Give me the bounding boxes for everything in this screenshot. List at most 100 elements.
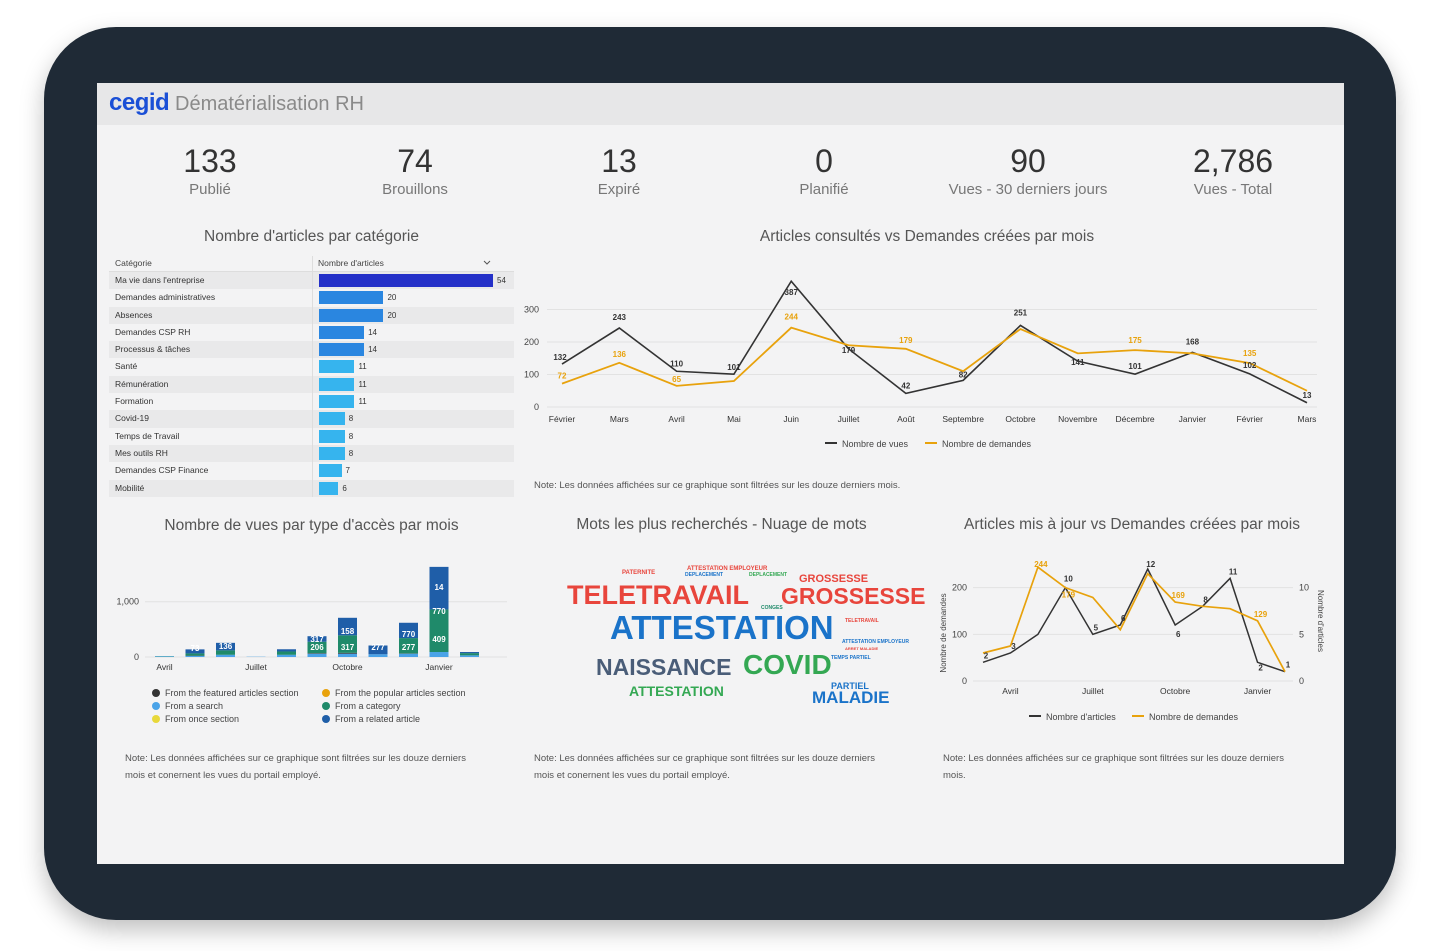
bar-segment (338, 617, 357, 636)
x-tick-label: Juillet (245, 662, 267, 672)
word[interactable]: PATERNITE (622, 570, 656, 576)
table-row[interactable]: Demandes administratives 20 (109, 289, 514, 306)
table-row[interactable]: Ma vie dans l'entreprise 54 (109, 272, 514, 290)
kpi-value: 2,786 (1192, 143, 1274, 179)
word[interactable]: ATTESTATION EMPLOYEUR (842, 639, 909, 645)
word[interactable]: PARTIEL (831, 681, 869, 691)
data-label: 11 (1229, 567, 1238, 576)
word[interactable]: ATTESTATION EMPLOYEUR (687, 566, 768, 572)
dot-swatch (152, 689, 160, 697)
bar-segment (399, 622, 418, 639)
legend-item-popular[interactable]: From the popular articles section (322, 688, 466, 698)
word[interactable]: DEPLACEMENT (685, 572, 724, 578)
table-row[interactable]: Processus & tâches 14 (109, 341, 514, 359)
table-row[interactable]: Temps de Travail 8 (109, 428, 514, 445)
data-label: 129 (1254, 610, 1268, 619)
word[interactable]: ATTESTATION (610, 609, 834, 646)
word[interactable]: GROSSESSE (781, 583, 926, 609)
chart3-note: Note: Les données affichées sur ce graph… (943, 750, 1284, 784)
word[interactable]: ATTESTATION (629, 683, 724, 699)
legend-item-once[interactable]: From once section (152, 714, 239, 724)
data-label: 5 (1094, 623, 1099, 632)
data-label: 317 (341, 643, 355, 652)
bar-segment (368, 654, 388, 657)
data-label: 101 (727, 363, 741, 372)
legend-item-demandes[interactable]: Nombre de demandes (925, 439, 1031, 449)
word[interactable]: CONGES (761, 605, 783, 611)
word[interactable]: COVID (743, 649, 832, 680)
data-label: 179 (899, 336, 913, 345)
category-value: 7 (345, 466, 350, 476)
table-row[interactable]: Demandes CSP Finance 7 (109, 462, 514, 479)
data-label: 277 (371, 643, 385, 652)
data-label: 243 (613, 313, 627, 322)
data-label: 2 (984, 651, 989, 660)
column-header-category[interactable]: Catégorie (115, 258, 152, 268)
note-line: Note: Les données affichées sur ce graph… (125, 753, 466, 764)
table-row[interactable]: Demandes CSP RH 14 (109, 324, 514, 341)
kpi-label: Publié (189, 181, 231, 198)
category-value: 11 (358, 362, 367, 372)
chevron-down-icon[interactable] (483, 260, 491, 266)
legend-label: From a related article (335, 714, 421, 724)
cegid-logo[interactable]: cegid (109, 89, 170, 116)
data-label: 3 (1011, 642, 1016, 651)
bar-segment (307, 636, 327, 642)
dot-swatch (322, 689, 330, 697)
category-name: Demandes CSP Finance (115, 465, 209, 476)
dot-swatch (152, 715, 160, 723)
legend-label: Nombre de demandes (1149, 712, 1239, 722)
line-swatch (825, 442, 837, 444)
table-row[interactable]: Mes outils RH 8 (109, 444, 514, 463)
legend-item-search[interactable]: From a search (152, 701, 223, 711)
legend-item-category[interactable]: From a category (322, 701, 401, 711)
wordcloud-title: Mots les plus recherchés - Nuage de mots (576, 516, 867, 533)
chart3-svg: Nombre de demandes Nombre d'articles01002… (939, 561, 1325, 696)
vues-line (561, 279, 1308, 404)
table-row[interactable]: Rémunération 11 (109, 375, 514, 394)
category-name: Mes outils RH (115, 447, 168, 458)
data-label: 110 (670, 359, 683, 368)
y-tick-label: 200 (524, 337, 539, 347)
legend-item-demandes[interactable]: Nombre de demandes (1132, 712, 1238, 722)
dot-swatch (152, 702, 160, 710)
table-row[interactable]: Mobilité 6 (109, 479, 514, 497)
column-header-count[interactable]: Nombre d'articles (318, 258, 384, 268)
legend-item-featured[interactable]: From the featured articles section (152, 688, 299, 698)
chart3-legend: Nombre d'articles Nombre de demandes (1029, 712, 1289, 726)
category-name: Temps de Travail (115, 430, 180, 441)
legend-item-vues[interactable]: Nombre de vues (825, 439, 908, 449)
kpi-vues-total: 2,786 Vues - Total (1131, 141, 1335, 199)
word[interactable]: ARRET MALADIE (845, 646, 879, 651)
chart2-legend: From the featured articles section From … (152, 688, 522, 728)
data-label: 770 (402, 630, 416, 639)
note-line: Note: Les données affichées sur ce graph… (943, 753, 1284, 764)
category-bar (319, 377, 355, 391)
table-row[interactable]: Covid-19 8 (109, 410, 514, 428)
legend-item-related[interactable]: From a related article (322, 714, 420, 724)
table-row[interactable]: Santé 11 (109, 358, 514, 375)
word[interactable]: TELETRAVAIL (845, 618, 879, 624)
data-label: 14 (435, 583, 444, 592)
table-row[interactable]: Absences 20 (109, 306, 514, 324)
kpi-label: Vues - Total (1193, 181, 1273, 198)
word[interactable]: NAISSANCE (596, 654, 732, 680)
word[interactable]: TELETRAVAIL (567, 580, 749, 610)
y2-axis-label: Nombre d'articles (1316, 590, 1325, 652)
bar-segment (277, 654, 296, 657)
table-row[interactable]: Formation 11 (109, 393, 514, 410)
word[interactable]: TEMPS PARTIEL (831, 655, 871, 661)
x-tick-label: Janvier (1244, 686, 1272, 696)
bar-segment (460, 655, 479, 657)
legend-item-articles[interactable]: Nombre d'articles (1029, 712, 1116, 722)
word[interactable]: DEPLACEMENT (749, 572, 788, 578)
kpi-label: Vues - 30 derniers jours (948, 181, 1108, 198)
data-label: 169 (1172, 591, 1186, 600)
word[interactable]: MALADIE (812, 688, 890, 707)
demandes-line (561, 326, 1308, 392)
word[interactable]: GROSSESSE (799, 573, 869, 585)
category-table-title: Nombre d'articles par catégorie (204, 228, 419, 245)
chart1-legend: Nombre de vues Nombre de demandes (825, 439, 1125, 453)
data-label: 251 (1014, 308, 1028, 317)
kpi-value: 133 (183, 143, 237, 179)
